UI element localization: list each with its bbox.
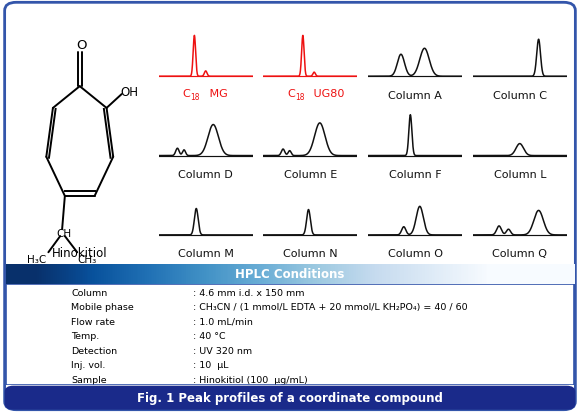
Text: : UV 320 nm: : UV 320 nm — [193, 346, 252, 355]
Text: : CH₃CN / (1 mmol/L EDTA + 20 mmol/L KH₂PO₄) = 40 / 60: : CH₃CN / (1 mmol/L EDTA + 20 mmol/L KH₂… — [193, 303, 468, 312]
Text: Column N: Column N — [283, 249, 338, 259]
Text: H₃C: H₃C — [27, 254, 46, 265]
Text: Inj. vol.: Inj. vol. — [71, 360, 106, 369]
Text: : Hinokitiol (100  μg/mL): : Hinokitiol (100 μg/mL) — [193, 375, 308, 384]
Text: UG80: UG80 — [310, 88, 345, 98]
FancyBboxPatch shape — [5, 3, 575, 410]
Text: C: C — [182, 88, 190, 98]
Text: Detection: Detection — [71, 346, 117, 355]
Text: Column L: Column L — [494, 170, 546, 180]
Text: Column D: Column D — [178, 170, 233, 180]
Text: : 4.6 mm i.d. x 150 mm: : 4.6 mm i.d. x 150 mm — [193, 288, 305, 297]
Text: C: C — [287, 88, 295, 98]
Text: : 1.0 mL/min: : 1.0 mL/min — [193, 317, 253, 326]
Text: Column E: Column E — [284, 170, 337, 180]
Text: : 40 °C: : 40 °C — [193, 332, 226, 340]
Text: Column Q: Column Q — [492, 249, 548, 259]
Text: CH₃: CH₃ — [77, 254, 96, 265]
Text: Flow rate: Flow rate — [71, 317, 115, 326]
Text: Sample: Sample — [71, 375, 107, 384]
Text: Temp.: Temp. — [71, 332, 99, 340]
Text: CH: CH — [57, 228, 72, 238]
Text: 18: 18 — [191, 93, 200, 102]
FancyBboxPatch shape — [5, 386, 575, 410]
Text: Column C: Column C — [493, 90, 547, 100]
Text: 18: 18 — [295, 93, 305, 102]
Text: O: O — [77, 39, 87, 52]
Text: Column M: Column M — [177, 249, 234, 259]
Text: HPLC Conditions: HPLC Conditions — [235, 268, 345, 281]
Text: OH: OH — [121, 86, 139, 99]
Text: Column A: Column A — [388, 90, 442, 100]
Text: Mobile phase: Mobile phase — [71, 303, 134, 312]
Text: Fig. 1 Peak profiles of a coordinate compound: Fig. 1 Peak profiles of a coordinate com… — [137, 391, 443, 404]
Text: Column: Column — [71, 288, 107, 297]
Text: Column O: Column O — [387, 249, 443, 259]
Text: : 10  μL: : 10 μL — [193, 360, 229, 369]
Text: MG: MG — [206, 88, 227, 98]
Text: Column F: Column F — [389, 170, 441, 180]
Text: Hinokitiol: Hinokitiol — [52, 246, 107, 259]
